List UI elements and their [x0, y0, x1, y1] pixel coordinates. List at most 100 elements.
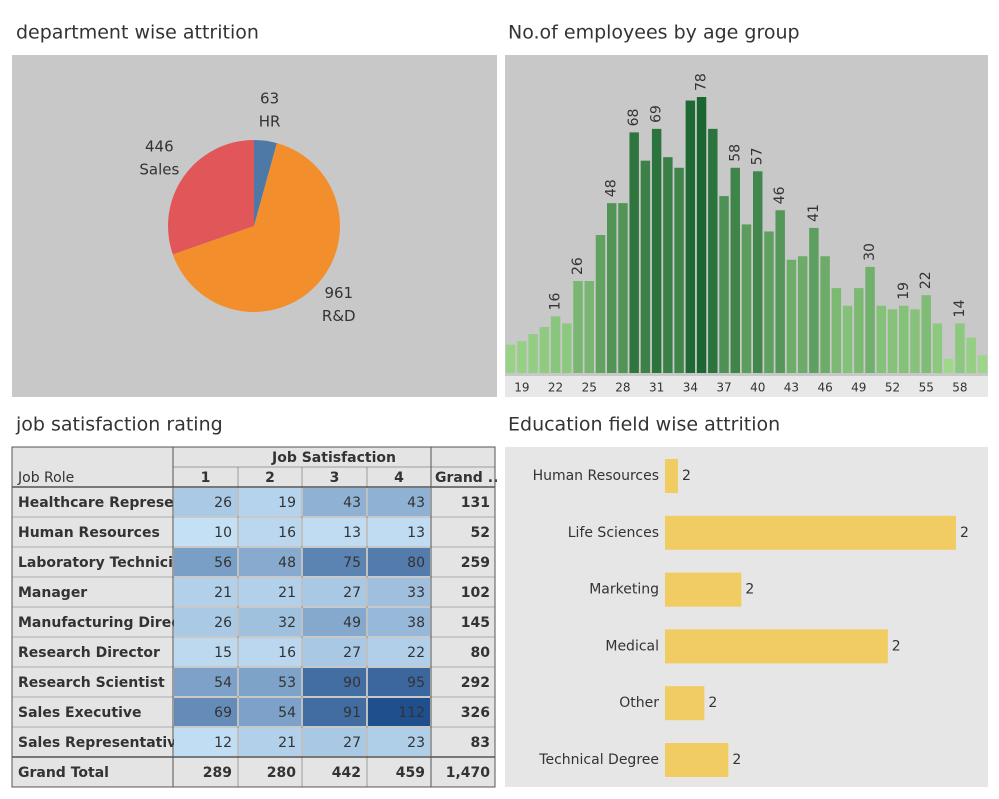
heat-cell [239, 608, 301, 636]
cell-value: 95 [407, 675, 425, 691]
heat-cell [239, 728, 301, 756]
bar [719, 196, 729, 373]
y-tick-label: Medical [605, 638, 659, 654]
bar [528, 334, 538, 373]
cell-value: 53 [278, 675, 296, 691]
x-tick-label: 25 [582, 381, 597, 395]
bar [685, 100, 696, 374]
row-total: 83 [471, 735, 490, 751]
cell-value: 27 [343, 585, 361, 601]
bar-label: 30 [862, 243, 878, 261]
bar [764, 231, 774, 373]
bar [820, 256, 830, 373]
bar [665, 515, 956, 550]
bar [797, 256, 808, 373]
cell-value: 22 [407, 645, 425, 661]
row-total: 326 [461, 705, 490, 721]
cell-value: 16 [278, 525, 296, 541]
column-header: 1 [201, 470, 211, 486]
bar [741, 224, 752, 373]
bar [876, 305, 887, 373]
bar [550, 316, 561, 373]
heat-cell [239, 698, 301, 726]
row-total: 1,470 [446, 765, 491, 781]
bar-label: 19 [896, 282, 912, 300]
bar [977, 355, 988, 373]
cell-value: 280 [267, 765, 296, 781]
bar [887, 309, 898, 373]
heat-cell [368, 638, 430, 666]
heat-cell [239, 638, 301, 666]
x-tick-label: 52 [885, 381, 900, 395]
heat-cell [368, 608, 430, 636]
cell-value: 442 [332, 765, 361, 781]
row-name: Human Resources [18, 525, 160, 541]
cell-value: 289 [203, 765, 232, 781]
bar-label: 14 [952, 300, 968, 318]
row-name: Grand Total [18, 765, 109, 781]
pie-slice [172, 143, 340, 313]
row-name: Research Scientist [18, 675, 165, 691]
bar [831, 288, 842, 373]
heat-cell [174, 668, 237, 696]
table-border [11, 446, 496, 788]
slice-value: 446 [145, 137, 174, 155]
row-name: Sales Representative [18, 735, 186, 751]
heat-cell [174, 488, 237, 516]
cell-value: 26 [214, 615, 232, 631]
bar [932, 323, 943, 373]
bar [674, 167, 684, 373]
x-tick-label: 22 [548, 381, 563, 395]
cell-value: 21 [214, 585, 232, 601]
y-tick-label: Other [619, 695, 659, 711]
bar [708, 128, 718, 373]
heat-cell [174, 608, 237, 636]
heat-cell [368, 578, 430, 606]
row-total: 292 [461, 675, 490, 691]
pie-slice [167, 140, 254, 255]
column-header: 2 [265, 470, 275, 486]
cell-value: 13 [407, 525, 425, 541]
title: department wise attrition [16, 22, 259, 44]
x-tick-label: 49 [851, 381, 866, 395]
bar [665, 459, 678, 493]
cell-value: 38 [407, 615, 425, 631]
title: job satisfaction rating [15, 414, 223, 436]
bar-label: 22 [918, 271, 934, 289]
heat-cell [303, 518, 366, 546]
bar [899, 305, 909, 373]
bar [629, 132, 639, 373]
x-tick-label: 37 [716, 381, 731, 395]
row-total: 52 [471, 525, 490, 541]
x-tick-label: 19 [514, 381, 529, 395]
heat-cell [303, 728, 366, 756]
bar-label: 2 [732, 752, 741, 768]
heat-cell [239, 578, 301, 606]
heat-cell [174, 728, 237, 756]
cell-value: 32 [278, 615, 296, 631]
cell-value: 54 [214, 675, 232, 691]
bar [663, 157, 673, 373]
cell-value: 21 [278, 735, 296, 751]
slice-value: 961 [324, 284, 353, 302]
x-tick-label: 46 [817, 381, 832, 395]
bar-label: 26 [570, 257, 586, 275]
row-name: Research Director [18, 645, 160, 661]
bar [809, 227, 819, 373]
cell-value: 459 [396, 765, 425, 781]
x-tick-label: 31 [649, 381, 664, 395]
bar-label: 58 [727, 144, 743, 162]
bar [539, 327, 550, 373]
bar-label: 78 [694, 73, 710, 91]
heat-cell [368, 728, 430, 756]
y-tick-label: Life Sciences [568, 525, 659, 541]
bar [842, 305, 853, 373]
row-name: Sales Executive [18, 705, 142, 721]
bar [955, 323, 965, 373]
cell-value: 43 [343, 495, 361, 511]
bar-label: 57 [750, 147, 766, 165]
title: Education field wise attrition [508, 414, 780, 436]
bar-label: 69 [649, 105, 665, 123]
cell-value: 48 [278, 555, 296, 571]
